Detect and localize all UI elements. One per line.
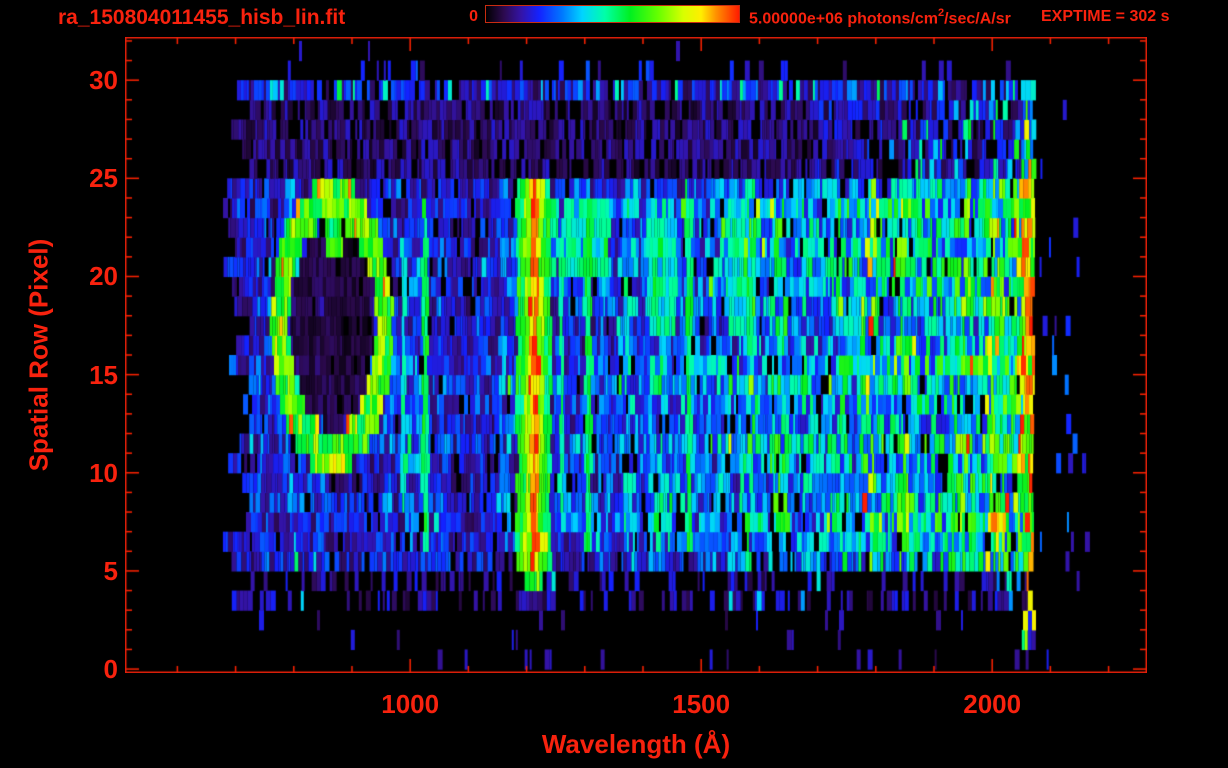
y-tick-label: 25 — [89, 163, 118, 194]
y-tick-label: 5 — [103, 555, 118, 586]
colorbar-max-label-text: 5.00000e+06 photons/cm — [749, 10, 938, 28]
y-tick-label: 10 — [89, 457, 118, 488]
colorbar-max-label: 5.00000e+06 photons/cm2/sec/A/sr — [749, 7, 1011, 28]
colorbar — [485, 5, 740, 23]
colorbar-min-label: 0 — [469, 8, 478, 25]
exposure-time-label: EXPTIME = 302 s — [1041, 8, 1170, 25]
file-title: ra_150804011455_hisb_lin.fit — [58, 6, 346, 29]
x-tick-label: 2000 — [963, 689, 1022, 719]
plot-area — [125, 37, 1147, 673]
y-tick-label: 15 — [89, 359, 118, 390]
y-tick-label: 20 — [89, 261, 118, 292]
x-tick-label: 1000 — [381, 689, 440, 719]
x-tick-label: 1500 — [672, 689, 731, 719]
y-tick-label: 30 — [89, 65, 118, 96]
spectrogram-canvas — [125, 37, 1147, 673]
y-tick-label: 0 — [103, 654, 118, 685]
y-axis-title: Spatial Row (Pixel) — [23, 238, 54, 472]
x-axis-title: Wavelength (Å) — [541, 729, 731, 759]
colorbar-units-suffix: /sec/A/sr — [944, 10, 1011, 28]
colorbar-units-superscript: 2 — [937, 7, 945, 19]
